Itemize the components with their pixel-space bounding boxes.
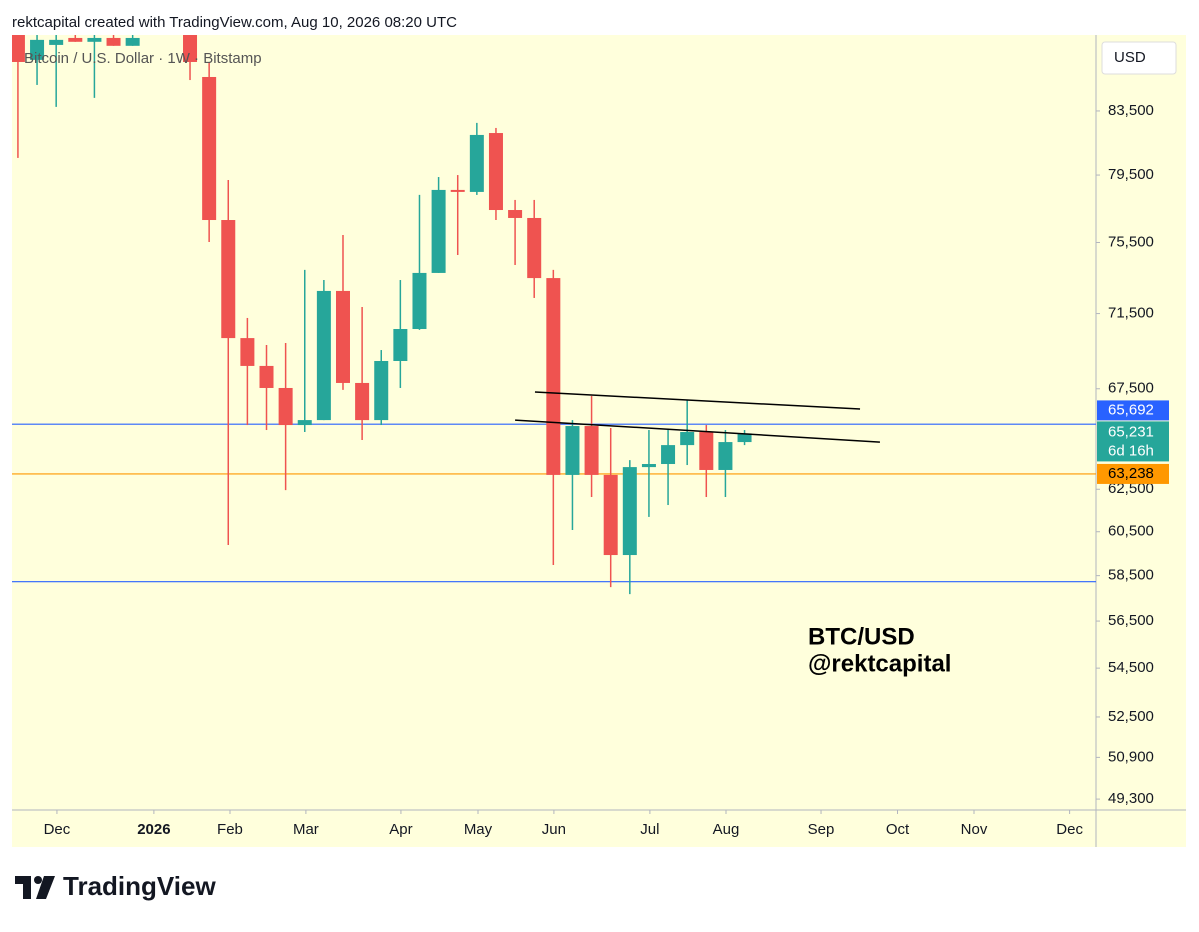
candle-body (374, 360, 389, 421)
x-tick-label: Sep (808, 821, 835, 838)
candle-body (259, 365, 274, 388)
candle-body (718, 442, 733, 470)
x-tick-label: Dec (44, 821, 71, 838)
y-tick-label: 49,300 (1108, 790, 1154, 807)
x-tick-label: Nov (961, 821, 988, 838)
countdown: 6d 16h (1108, 442, 1154, 459)
candle-body (527, 217, 542, 279)
y-tick-label: 54,500 (1108, 659, 1154, 676)
header: rektcapital created with TradingView.com… (12, 14, 457, 31)
annotation: BTC/USD (808, 623, 915, 650)
candle-body (680, 432, 695, 446)
x-tick-label: Jun (542, 821, 566, 838)
y-tick-label: 58,500 (1108, 567, 1154, 584)
x-tick-label: Feb (217, 821, 243, 838)
candle-body (603, 474, 618, 556)
y-tick-label: 56,500 (1108, 612, 1154, 629)
y-tick-label: 75,500 (1108, 233, 1154, 250)
candle-body (393, 329, 408, 361)
candle-body (355, 382, 370, 421)
x-tick-label: Aug (713, 821, 740, 838)
candle-body (202, 76, 217, 221)
y-tick-label: 52,500 (1108, 708, 1154, 725)
legend-text: Bitcoin / U.S. Dollar · 1W · Bitstamp (24, 50, 262, 67)
currency-box[interactable] (1101, 41, 1177, 75)
y-tick-label: 79,500 (1108, 166, 1154, 183)
candle-body (488, 133, 503, 211)
candle-body (737, 433, 752, 443)
candle-body (183, 35, 198, 62)
candle-body (87, 37, 102, 42)
footer-brand: TradingView (63, 871, 216, 901)
candle-body (661, 445, 676, 465)
y-tick-label: 67,500 (1108, 380, 1154, 397)
x-tick-label: Dec (1056, 821, 1083, 838)
y-tick-label: 62,500 (1108, 480, 1154, 497)
candle-body (699, 432, 714, 470)
candle-body (546, 278, 561, 475)
price-line-box (1097, 400, 1169, 421)
candle-body (278, 387, 293, 426)
chart-bg (12, 35, 1186, 847)
y-tick-label: 60,500 (1108, 523, 1154, 540)
candle-body (12, 35, 25, 62)
candle-body (508, 210, 523, 218)
candle-body (641, 464, 656, 468)
price-line-box (1097, 463, 1169, 484)
candle-body (565, 426, 580, 475)
axes: 83,500 79,500 75,500 71,500 67,500 62,500 60,5… (44, 102, 1169, 838)
candle-body (450, 189, 465, 192)
trendline (515, 419, 880, 443)
x-tick-label: Mar (293, 821, 319, 838)
candle-body (125, 37, 140, 46)
candle-body (221, 220, 236, 339)
candle-body (240, 338, 255, 366)
tv-logo (15, 876, 55, 899)
x-tick-label: May (464, 821, 493, 838)
candle-body (412, 272, 427, 330)
price-line-label: 63,238 (1108, 465, 1154, 482)
y-tick-label: 71,500 (1108, 305, 1154, 322)
currency[interactable]: USD (1114, 49, 1146, 66)
candle-body (106, 37, 121, 46)
y-tick-label: 50,900 (1108, 748, 1154, 765)
candle-body (431, 189, 446, 273)
candle-body (316, 290, 331, 421)
plot (12, 35, 1096, 595)
x-tick-label: 2026 (137, 821, 170, 838)
x-tick-label: Jul (640, 821, 659, 838)
annotation: @rektcapital (808, 650, 951, 677)
candle-body (30, 39, 45, 60)
candle-body (469, 134, 484, 192)
candle-body (584, 426, 599, 475)
x-tick-label: Oct (886, 821, 910, 838)
last-price-label: 65,231 (1108, 423, 1154, 440)
x-tick-label: Apr (389, 821, 412, 838)
price-line-label: 65,692 (1108, 401, 1154, 418)
candle-body (49, 39, 64, 45)
candle-body (335, 290, 350, 383)
y-tick-label: 83,500 (1108, 102, 1154, 119)
candle-body (68, 37, 83, 42)
candle-body (297, 420, 312, 426)
candle-body (622, 467, 637, 556)
last-price-box (1097, 421, 1169, 462)
trendline (534, 391, 861, 410)
